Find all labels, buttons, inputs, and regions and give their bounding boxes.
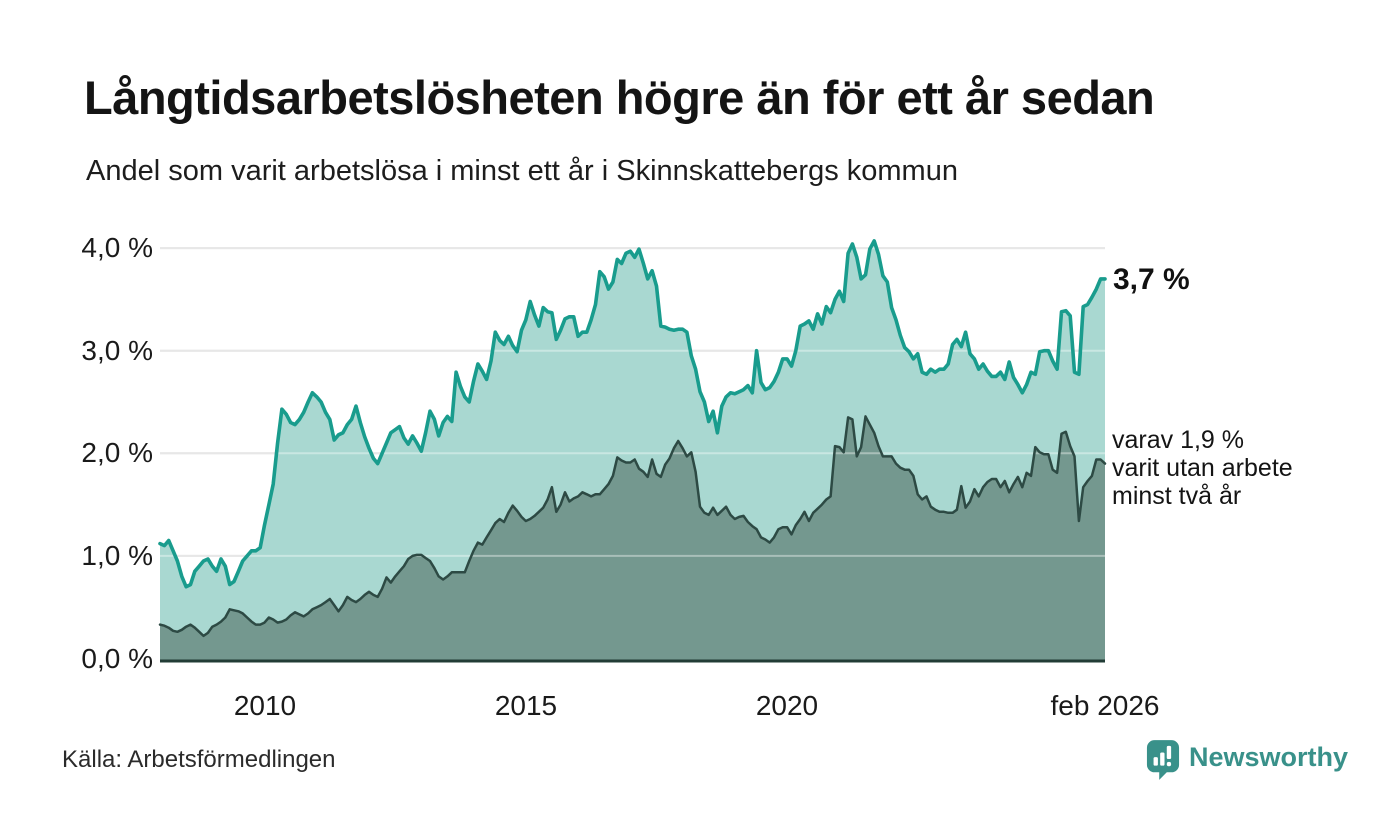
y-tick-label: 2,0 %	[81, 437, 153, 468]
latest-value-label: 3,7 %	[1113, 263, 1190, 296]
secondary-value-label: varav 1,9 % varit utan arbete minst två …	[1112, 426, 1293, 510]
gridlines-overlay	[160, 247, 1105, 557]
area-fill-two-years	[160, 416, 1105, 661]
x-tick-label: 2020	[755, 690, 819, 721]
source-attribution: Källa: Arbetsförmedlingen	[62, 746, 336, 773]
y-tick-label: 3,0 %	[81, 335, 153, 366]
y-tick-label: 1,0 %	[81, 540, 153, 571]
newsworthy-bubble-icon	[1146, 740, 1180, 780]
y-tick-label: 4,0 %	[81, 232, 153, 263]
page-subtitle: Andel som varit arbetslösa i minst ett å…	[86, 155, 958, 187]
newsworthy-wordmark: Newsworthy	[1189, 742, 1349, 772]
x-tick-label: 2010	[233, 690, 297, 721]
x-tick-label: feb 2026	[1050, 690, 1160, 721]
series-line-one-year	[158, 239, 1107, 589]
x-tick-label: 2015	[494, 690, 558, 721]
page-title: Långtidsarbetslösheten högre än för ett …	[84, 71, 1155, 124]
series-line-two-years	[158, 415, 1107, 638]
newsworthy-logo: Newsworthy	[1146, 739, 1348, 781]
y-tick-label: 0,0 %	[81, 643, 153, 674]
